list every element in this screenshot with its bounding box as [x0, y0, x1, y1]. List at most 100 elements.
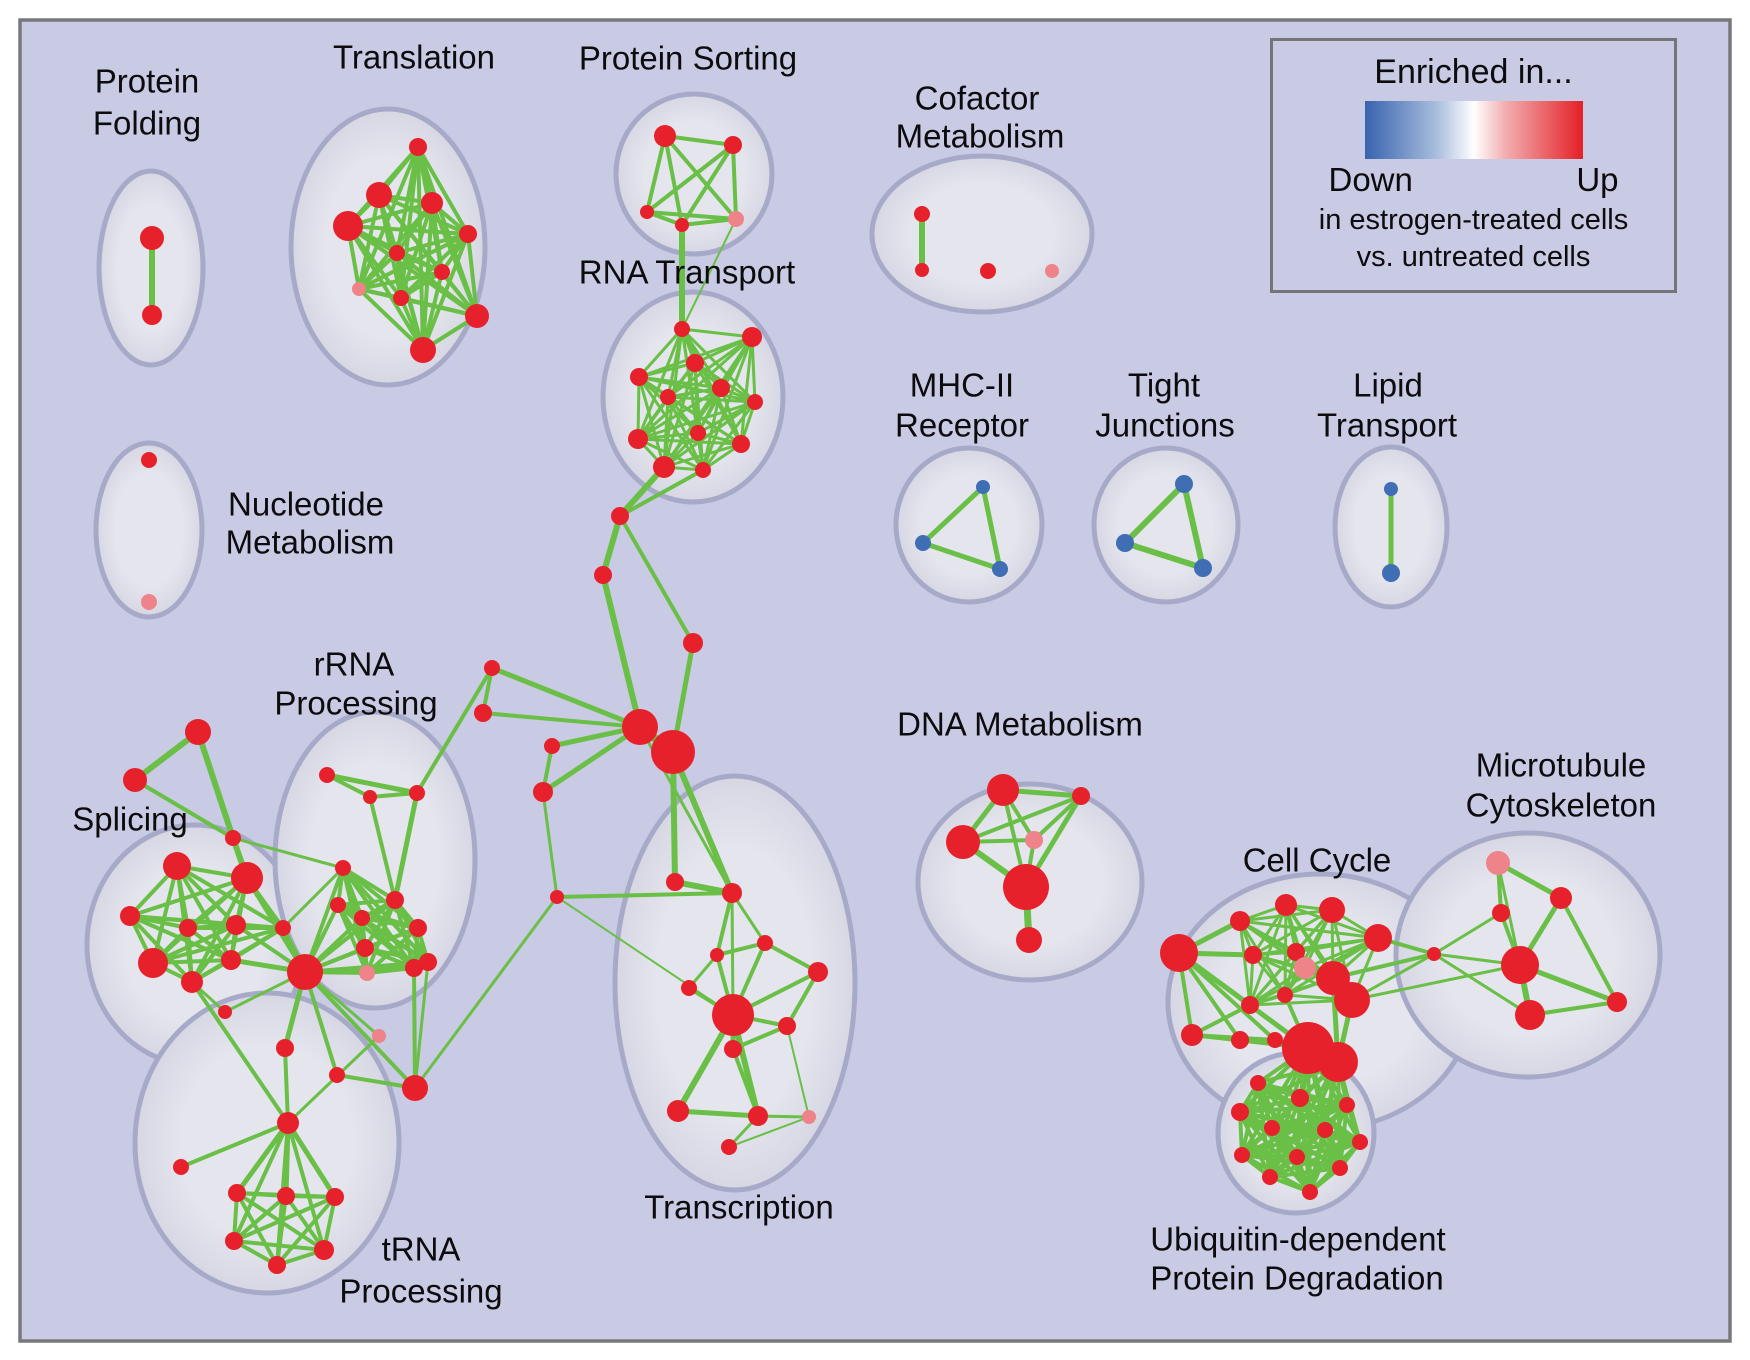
network-edge: [399, 270, 444, 300]
cluster-label-protein-sorting-line1: Protein Sorting: [579, 40, 797, 77]
node-rr2: [363, 790, 377, 804]
node-d3: [946, 825, 980, 859]
cluster-label-cofactor-metabolism-line2: Metabolism: [896, 118, 1065, 155]
network-edge: [920, 540, 1003, 572]
network-edge: [190, 923, 238, 984]
network-edge: [413, 960, 430, 1090]
node-pf2: [142, 305, 162, 325]
network-edge: [336, 903, 369, 975]
network-edge: [413, 895, 559, 1090]
network-edge: [636, 437, 705, 472]
node-cc14: [1231, 1031, 1249, 1049]
network-edge: [636, 327, 684, 441]
cluster-label-protein-folding-line1: Protein: [95, 63, 200, 100]
node-sp13: [218, 1005, 232, 1019]
cluster-label-cofactor-metabolism-line1: Cofactor: [915, 80, 1040, 117]
cluster-label-rrna-processing-line1: rRNA: [314, 646, 395, 683]
node-tr9: [393, 290, 409, 306]
network-edge: [663, 134, 735, 147]
node-t7: [314, 1240, 334, 1260]
network-edge: [618, 514, 695, 645]
node-sp11: [181, 971, 203, 993]
network-edge: [232, 1194, 288, 1243]
node-u3: [1339, 1097, 1355, 1113]
node-cc13: [1334, 982, 1370, 1018]
network-edge: [785, 970, 820, 1028]
network-edge: [555, 891, 734, 899]
network-edge: [357, 145, 420, 291]
node-rt5: [712, 379, 730, 397]
network-edge: [731, 1047, 760, 1118]
cluster-label-protein-folding-line2: Folding: [93, 105, 201, 142]
network-edge: [346, 224, 425, 352]
node-tr5: [459, 225, 477, 243]
network-edge: [1032, 794, 1083, 842]
network-edge: [232, 1121, 290, 1243]
network-edge: [920, 484, 986, 546]
network-edge: [980, 484, 1003, 572]
network-edge: [229, 926, 285, 962]
node-u4: [1231, 1103, 1249, 1121]
network-edge: [416, 145, 470, 236]
network-edge: [680, 217, 738, 227]
network-edge: [728, 1116, 810, 1148]
node-u7: [1352, 1134, 1368, 1150]
network-edge: [357, 270, 444, 291]
network-edge: [636, 400, 757, 441]
network-edge: [179, 1121, 290, 1169]
node-m6: [1515, 1000, 1545, 1030]
node-rt12: [695, 462, 711, 478]
node-rr3: [409, 785, 425, 801]
network-edge: [363, 946, 430, 964]
network-edge: [618, 468, 705, 518]
network-edge: [286, 1121, 326, 1252]
node-cc7: [1244, 946, 1262, 964]
node-m3: [1492, 904, 1510, 922]
node-x10: [667, 1100, 689, 1122]
network-edge: [481, 711, 642, 729]
node-cc8: [1287, 943, 1305, 961]
network-edge: [430, 201, 479, 318]
network-edge: [715, 941, 767, 957]
node-u12: [1302, 1184, 1318, 1200]
network-edge: [636, 375, 641, 441]
cluster-label-dna-metabolism-line1: DNA Metabolism: [897, 706, 1143, 743]
node-m1: [1486, 851, 1510, 875]
node-cc10: [1241, 996, 1259, 1014]
network-edge: [336, 898, 397, 907]
network-edge: [283, 1046, 290, 1125]
network-edge: [234, 1120, 291, 1196]
cluster-label-trna-processing-line1: tRNA: [382, 1231, 461, 1268]
network-edge: [961, 794, 1083, 844]
legend-caption-line1: in estrogen-treated cells: [1318, 204, 1629, 236]
network-edge: [284, 1194, 326, 1252]
network-edge: [151, 923, 238, 965]
node-sp7: [179, 919, 197, 937]
node-nm2: [141, 594, 157, 610]
node-rt9: [628, 429, 648, 449]
cluster-label-trna-processing-line2: Processing: [339, 1273, 502, 1310]
node-ps1: [654, 125, 676, 147]
node-l2: [533, 782, 553, 802]
node-x6: [681, 980, 697, 996]
node-rt1: [674, 321, 690, 337]
node-h1: [287, 954, 323, 990]
node-cc5: [1319, 897, 1345, 923]
network-edge: [731, 143, 738, 221]
node-tr10: [465, 304, 489, 328]
node-cc3: [1230, 911, 1250, 931]
node-cf3: [980, 263, 996, 279]
node-mh2: [915, 535, 931, 551]
cluster-label-tight-junctions-line1: Tight: [1128, 367, 1200, 404]
network-edge: [645, 143, 735, 214]
network-edge: [1283, 908, 1334, 997]
network-edge: [541, 790, 559, 899]
node-cc6: [1364, 924, 1392, 952]
node-u11: [1262, 1169, 1278, 1185]
network-edge: [368, 795, 397, 902]
network-edge: [128, 914, 194, 984]
node-tj3: [1194, 559, 1212, 577]
network-edge: [1240, 1128, 1327, 1157]
node-m2: [1550, 887, 1572, 909]
